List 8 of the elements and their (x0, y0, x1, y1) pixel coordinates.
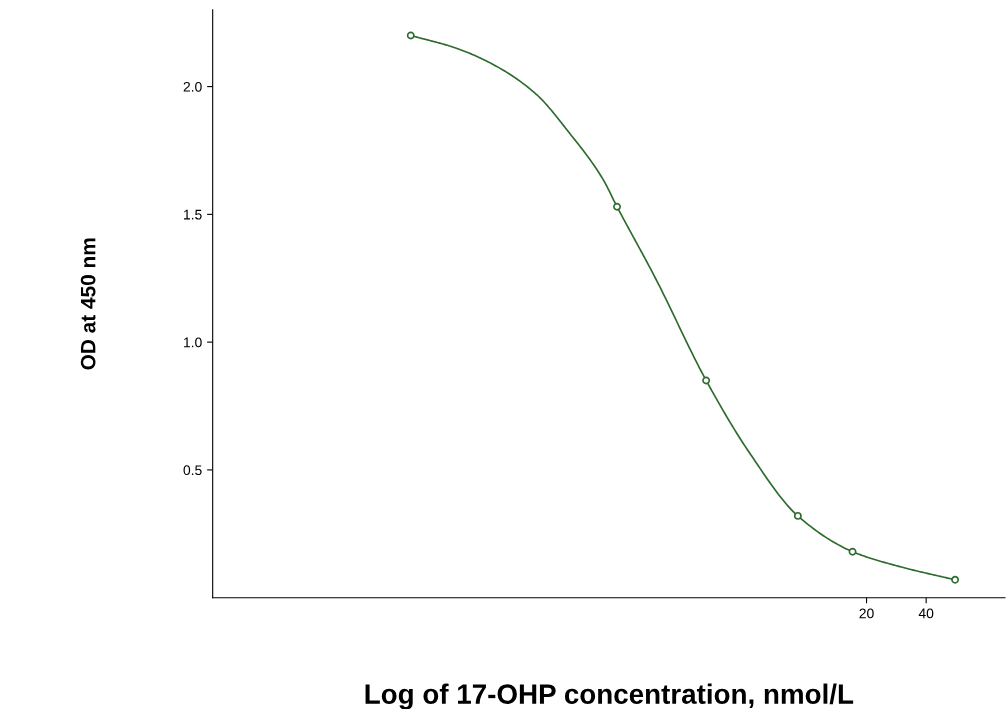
y-tick-label: 1.5 (184, 209, 202, 220)
y-tick-label: 2.0 (183, 81, 202, 92)
y-axis-title: OD at 450 nm (80, 238, 96, 370)
y-tick-label: 0.5 (183, 465, 202, 476)
x-tick-label: 20 (859, 608, 874, 619)
x-axis-title: Log of 17-OHP concentration, nmol/L (365, 683, 854, 709)
x-tick-label: 40 (918, 608, 934, 619)
y-tick-label: 1.0 (184, 337, 202, 348)
